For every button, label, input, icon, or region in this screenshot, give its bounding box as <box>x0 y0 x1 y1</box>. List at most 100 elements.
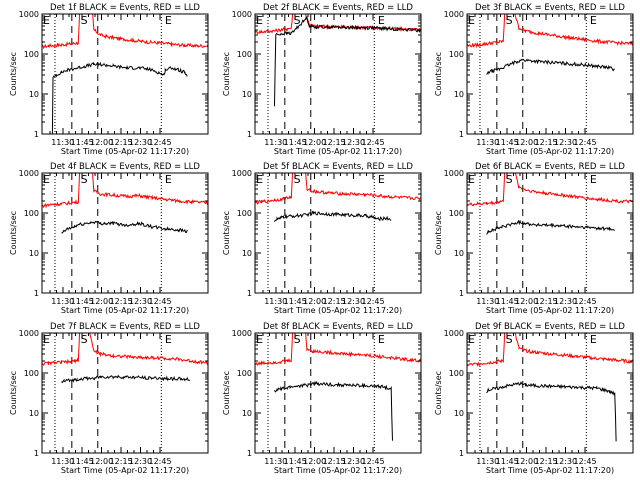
x-tick-label: 11:45 <box>71 457 94 466</box>
y-tick-label: 10 <box>242 409 252 418</box>
panel-4: Det 4f BLACK = Events, RED = LLD 1 10 100 10… <box>9 162 209 315</box>
x-tick-label: 12:30 <box>554 457 577 466</box>
x-tick-label: 12:30 <box>554 138 577 147</box>
y-tick-label: 10 <box>242 249 252 258</box>
y-tick-label: 10 <box>454 409 464 418</box>
x-tick-label: 12:15 <box>110 457 133 466</box>
marker-label-s: S <box>81 14 88 27</box>
marker-label-e: E <box>378 173 385 186</box>
y-tick-label: 100 <box>449 369 464 378</box>
x-tick-label: 12:30 <box>129 297 152 306</box>
marker-label-e: E <box>590 173 597 186</box>
x-tick-label: 11:30 <box>51 457 74 466</box>
panel-title: Det 6f BLACK = Events, RED = LLD <box>475 162 625 172</box>
x-tick-label: 11:30 <box>264 297 287 306</box>
y-tick-label: 1000 <box>444 169 464 178</box>
x-tick-label: 11:45 <box>496 138 519 147</box>
panel-title: Det 7f BLACK = Events, RED = LLD <box>50 322 200 332</box>
y-tick-label: 1000 <box>444 10 464 19</box>
series-lld-line <box>467 173 633 207</box>
series-lld-line <box>255 173 421 205</box>
x-tick-label: 11:30 <box>476 297 499 306</box>
marker-label-e: E <box>468 333 475 346</box>
x-tick-label: 12:30 <box>129 457 152 466</box>
x-tick-label: 12:45 <box>573 138 596 147</box>
marker-label-s: S <box>81 173 88 186</box>
x-tick-label: 12:45 <box>361 457 384 466</box>
x-axis-label: Start Time (05-Apr-02 11:17:20) <box>274 147 402 156</box>
marker-label-s: S <box>506 173 513 186</box>
marker-label-s: S <box>294 333 301 346</box>
marker-label-e: E <box>43 14 50 27</box>
x-tick-label: 11:45 <box>284 297 307 306</box>
x-tick-label: 12:30 <box>554 297 577 306</box>
series-events-line <box>274 210 392 222</box>
x-axis-label: Start Time (05-Apr-02 11:17:20) <box>486 466 614 475</box>
y-tick-label: 100 <box>237 369 252 378</box>
x-tick-label: 12:00 <box>90 297 113 306</box>
x-tick-label: 12:15 <box>535 138 558 147</box>
y-tick-label: 1 <box>247 289 252 298</box>
series-events-line <box>274 16 421 107</box>
y-axis-label: Counts/sec <box>222 52 231 96</box>
x-tick-label: 12:00 <box>90 457 113 466</box>
y-tick-label: 1000 <box>19 329 39 338</box>
marker-label-s: S <box>294 14 301 27</box>
series-lld-line <box>255 333 421 366</box>
panel-2: Det 2f BLACK = Events, RED = LLD 1 10 100 10… <box>222 3 422 156</box>
y-axis-label: Counts/sec <box>434 52 443 96</box>
series-events-line <box>61 220 188 234</box>
y-tick-label: 1000 <box>19 169 39 178</box>
y-tick-label: 1 <box>459 130 464 139</box>
x-tick-label: 11:45 <box>284 138 307 147</box>
marker-label-e: E <box>256 173 263 186</box>
y-tick-label: 100 <box>24 369 39 378</box>
x-tick-label: 12:15 <box>323 138 346 147</box>
x-axis-label: Start Time (05-Apr-02 11:17:20) <box>274 306 402 315</box>
panel-9: Det 9f BLACK = Events, RED = LLD 1 10 100 10… <box>434 322 634 475</box>
y-tick-label: 10 <box>29 249 39 258</box>
marker-label-s: S <box>506 333 513 346</box>
y-tick-label: 1 <box>34 130 39 139</box>
panel-title: Det 8f BLACK = Events, RED = LLD <box>263 322 413 332</box>
series-lld-line <box>42 14 208 50</box>
panel-3: Det 3f BLACK = Events, RED = LLD 1 10 100 10… <box>434 3 634 156</box>
y-tick-label: 1 <box>247 130 252 139</box>
marker-label-e: E <box>378 333 385 346</box>
y-tick-label: 10 <box>454 249 464 258</box>
marker-label-e: E <box>378 14 385 27</box>
y-tick-label: 100 <box>24 50 39 59</box>
plot-frame <box>254 332 422 454</box>
y-tick-label: 1000 <box>232 10 252 19</box>
y-tick-label: 100 <box>449 50 464 59</box>
y-tick-label: 10 <box>454 90 464 99</box>
series-events-line <box>486 219 616 235</box>
x-tick-label: 11:30 <box>264 457 287 466</box>
y-tick-label: 100 <box>237 50 252 59</box>
x-tick-label: 12:00 <box>303 457 326 466</box>
panel-title: Det 1f BLACK = Events, RED = LLD <box>50 3 200 13</box>
x-tick-label: 11:45 <box>71 297 94 306</box>
y-axis-label: Counts/sec <box>434 211 443 255</box>
x-axis-label: Start Time (05-Apr-02 11:17:20) <box>61 306 189 315</box>
x-tick-label: 12:00 <box>515 457 538 466</box>
marker-label-s: S <box>294 173 301 186</box>
x-tick-label: 12:00 <box>90 138 113 147</box>
y-tick-label: 1 <box>34 449 39 458</box>
x-tick-label: 11:45 <box>284 457 307 466</box>
series-events-line <box>61 374 191 384</box>
marker-label-e: E <box>256 333 263 346</box>
plot-frame <box>254 13 422 135</box>
marker-label-s: S <box>506 14 513 27</box>
series-lld-line <box>42 333 208 366</box>
x-tick-label: 11:45 <box>496 297 519 306</box>
x-tick-label: 12:30 <box>342 457 365 466</box>
y-tick-label: 1000 <box>19 10 39 19</box>
x-tick-label: 11:30 <box>476 457 499 466</box>
y-tick-label: 1 <box>459 289 464 298</box>
series-lld-line <box>467 333 633 367</box>
panel-title: Det 9f BLACK = Events, RED = LLD <box>475 322 625 332</box>
x-tick-label: 12:15 <box>323 457 346 466</box>
x-tick-label: 12:15 <box>535 457 558 466</box>
